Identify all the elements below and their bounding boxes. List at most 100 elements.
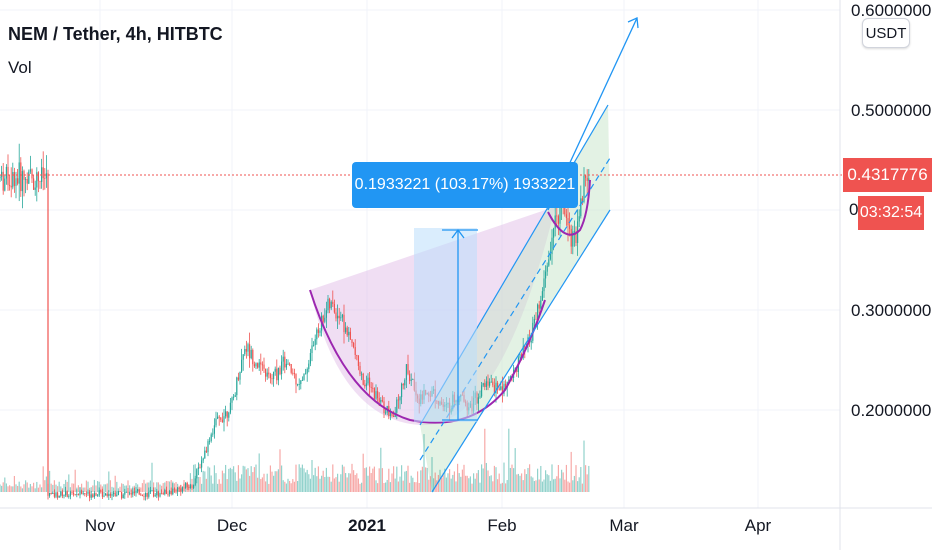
volume-bar (468, 478, 470, 492)
candle-body (548, 259, 550, 266)
volume-bar (530, 476, 532, 492)
candle-body (220, 417, 222, 420)
candle-body (335, 312, 337, 319)
candle-body (10, 185, 12, 188)
candle-body (276, 368, 278, 381)
volume-bar (269, 465, 271, 492)
candle-body (141, 494, 143, 496)
volume-bar (45, 476, 47, 492)
candle-body (183, 487, 185, 489)
volume-bar (463, 464, 465, 492)
candle-body (50, 492, 52, 494)
volume-bar (517, 473, 519, 492)
volume-bar (193, 464, 195, 492)
volume-bar (189, 473, 191, 492)
candle-body (213, 425, 215, 434)
candle-body (7, 166, 9, 186)
candle-body (385, 412, 387, 414)
candle-body (313, 345, 315, 346)
candle-body (380, 399, 382, 403)
volume-bar (503, 462, 505, 492)
volume-bar (485, 462, 487, 492)
candle-body (412, 379, 414, 381)
x-tick-label: Feb (487, 516, 516, 535)
volume-bar (156, 482, 158, 492)
candle-body (210, 434, 212, 441)
candle-body (201, 460, 203, 468)
cup-curve (309, 289, 546, 424)
candle-body (407, 364, 409, 374)
volume-bar (87, 481, 89, 492)
candle-body (154, 495, 156, 497)
volume-bar (516, 474, 518, 492)
volume-bar (492, 481, 494, 492)
candle-body (279, 367, 281, 375)
volume-bar (244, 466, 246, 492)
volume-bar (287, 478, 289, 492)
y-axis[interactable]: 0.6000000 0.5000000 0.3000000 0.2000000 (851, 1, 931, 420)
partial-price-label: 0 (849, 200, 859, 219)
volume-bar (391, 473, 393, 492)
volume-bar (292, 479, 294, 492)
candle-body (268, 372, 270, 375)
volume-bar (15, 484, 17, 492)
candle-body (369, 377, 371, 387)
volume-bar (546, 474, 548, 492)
volume-bar (77, 485, 79, 492)
volume-bar (436, 480, 438, 492)
candle-body (250, 349, 252, 359)
x-axis[interactable]: Nov Dec 2021 Feb Mar Apr (85, 516, 772, 535)
candle-body (329, 298, 331, 309)
candle-body (375, 391, 377, 399)
volume-bar (445, 477, 447, 492)
countdown-tag: 03:32:54 (858, 196, 924, 230)
candle-body (81, 490, 83, 494)
candle-body (18, 162, 20, 184)
volume-bar (125, 485, 127, 492)
candle-body (52, 492, 54, 494)
candle-body (49, 492, 51, 496)
candle-body (585, 175, 587, 178)
volume-bar (420, 470, 422, 492)
volume-bar (498, 473, 500, 492)
volume-bar (537, 468, 539, 492)
volume-bar (162, 483, 164, 492)
volume-bar (501, 482, 503, 492)
candle-body (301, 379, 303, 381)
candle-body (569, 225, 571, 229)
volume-bar (116, 481, 118, 492)
volume-bar (409, 482, 411, 492)
candle-body (9, 185, 11, 186)
volume-bar (53, 480, 55, 492)
volume-bar (218, 479, 220, 492)
volume-bar (335, 477, 337, 492)
volume-bar (433, 478, 435, 492)
candle-body (324, 317, 326, 322)
candle-body (34, 187, 36, 190)
candle-body (60, 491, 62, 496)
candle-body (578, 216, 580, 222)
volume-bar (364, 468, 366, 492)
currency-button[interactable]: USDT (862, 18, 910, 48)
candle-body (485, 381, 487, 388)
volume-bar (473, 473, 475, 492)
volume-bar (311, 460, 313, 492)
volume-bar (375, 480, 377, 492)
volume-bar (18, 481, 20, 492)
candle-body (287, 363, 289, 365)
candle-body (58, 495, 60, 498)
volume-bar (348, 473, 350, 492)
candle-body (191, 485, 193, 489)
candle-body (218, 416, 220, 418)
volume-bar (309, 478, 311, 492)
volume-bar (28, 487, 30, 492)
candle-body (353, 342, 355, 348)
volume-bar (577, 481, 579, 492)
volume-bar (5, 483, 7, 492)
volume-bar (529, 464, 531, 492)
candle-body (205, 450, 207, 453)
candle-body (177, 487, 179, 492)
candle-body (327, 298, 329, 311)
